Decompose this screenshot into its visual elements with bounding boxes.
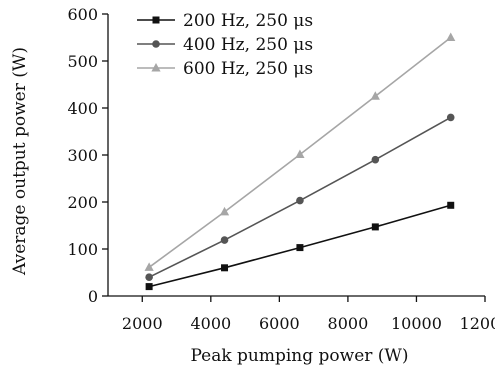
data-point [446, 32, 456, 41]
legend-label: 400 Hz, 250 μs [183, 35, 313, 55]
x-tick-label: 10000 [391, 314, 442, 333]
legend-marker [152, 40, 160, 48]
series-1 [145, 201, 455, 291]
x-tick-label: 6000 [259, 314, 300, 333]
data-point [221, 264, 229, 272]
y-tick-label: 500 [67, 52, 98, 71]
legend-item: 400 Hz, 250 μs [137, 35, 313, 55]
data-point [219, 206, 230, 216]
data-point [220, 236, 229, 244]
legend-label: 200 Hz, 250 μs [183, 11, 313, 31]
x-tick-label: 2000 [122, 314, 163, 333]
axes [107, 14, 485, 297]
legend-marker [151, 63, 161, 72]
y-tick-label: 0 [88, 287, 98, 306]
data-point [145, 283, 153, 291]
x-axis-label: Peak pumping power (W) [190, 346, 408, 366]
legend: 200 Hz, 250 μs 400 Hz, 250 μs 600 Hz, 250 … [137, 11, 313, 79]
data-point [371, 223, 379, 231]
data-point [145, 273, 153, 282]
legend-item: 600 Hz, 250 μs [137, 59, 313, 79]
series-group [144, 32, 456, 291]
y-tick-label: 100 [67, 240, 98, 259]
data-point [371, 155, 380, 164]
legend-label: 600 Hz, 250 μs [183, 59, 313, 79]
legend-marker [152, 16, 160, 24]
ticks: 0 100 200 300 400 500 600 2000 4000 6000 8000 10000… [67, 5, 495, 333]
y-tick-label: 600 [67, 5, 98, 24]
x-tick-label: 12000 [460, 314, 495, 333]
data-point [144, 262, 154, 271]
data-point [296, 196, 304, 205]
data-point [295, 149, 305, 159]
data-point [447, 201, 455, 209]
x-tick-label: 8000 [328, 314, 369, 333]
series-2 [145, 113, 455, 282]
data-point [370, 91, 380, 100]
y-tick-label: 400 [67, 99, 98, 118]
data-point [296, 244, 304, 252]
y-tick-label: 300 [67, 146, 98, 165]
y-tick-label: 200 [67, 193, 98, 212]
series-3 [144, 32, 456, 271]
legend-item: 200 Hz, 250 μs [137, 11, 313, 31]
data-point [446, 113, 455, 122]
x-tick-label: 4000 [190, 314, 231, 333]
y-axis-label: Average output power (W) [10, 47, 30, 276]
